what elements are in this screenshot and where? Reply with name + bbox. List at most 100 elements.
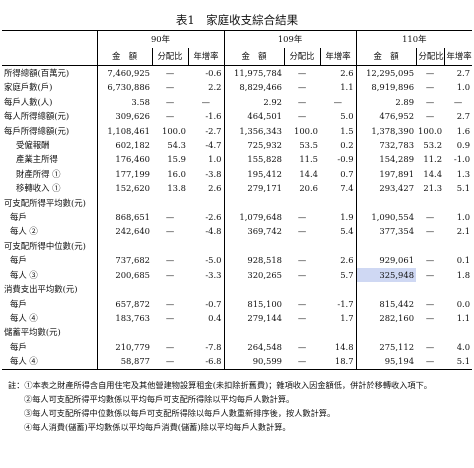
row-label: 每戶人數(人) xyxy=(4,96,53,107)
share-cell: 13.8 xyxy=(167,183,186,194)
share-cell: — xyxy=(425,68,435,78)
table-row: 每戶人數(人) 3.58 — — 2.92 — — 2.89 — — xyxy=(2,94,472,110)
share-cell: — xyxy=(297,68,307,78)
share-cell: 53.5 xyxy=(299,140,318,151)
growth-cell: 1.0 xyxy=(208,154,222,165)
amount-cell xyxy=(355,238,417,254)
growth-cell xyxy=(188,325,224,339)
amount-cell xyxy=(355,325,417,340)
share-cell: 100.0 xyxy=(294,125,318,136)
amount-cell xyxy=(96,195,152,211)
growth-cell xyxy=(320,196,356,210)
amount-header: 金 額 xyxy=(223,48,284,66)
share-cell xyxy=(284,239,320,253)
table-row: 每戶所得總額(元) 1,108,461 100.0 -2.7 1,356,343 100.… xyxy=(2,123,472,139)
amount-cell: 928,518 xyxy=(223,253,284,268)
amount-cell: 377,354 xyxy=(355,224,417,239)
amount-cell: 177,199 xyxy=(96,166,152,182)
share-cell: — xyxy=(297,255,307,266)
growth-cell: — xyxy=(201,96,210,107)
table-row: 消費支出平均數(元) xyxy=(2,282,472,297)
table-row: 產業主所得 176,460 15.9 1.0 155,828 11.5 -0.9 154,28… xyxy=(2,152,472,167)
growth-cell: 2.6 xyxy=(208,183,222,194)
amount-cell xyxy=(223,282,284,297)
share-cell: — xyxy=(165,255,175,266)
share-cell: 20.6 xyxy=(299,183,318,194)
row-label: 每戶 xyxy=(10,341,27,352)
growth-cell: 5.1 xyxy=(444,354,473,370)
amount-cell: 155,828 xyxy=(223,152,284,167)
share-cell: — xyxy=(425,212,435,223)
row-label: 家庭戶數(戶) xyxy=(4,82,53,93)
amount-cell: 183,763 xyxy=(96,310,152,326)
amount-cell: 154,289 xyxy=(355,152,417,167)
header-blank xyxy=(2,30,97,48)
share-cell: 14.4 xyxy=(423,168,443,179)
amount-cell: 264,548 xyxy=(223,339,284,355)
growth-cell: 0.0 xyxy=(456,298,471,309)
amount-cell: 90,599 xyxy=(223,354,284,370)
growth-cell: -7.8 xyxy=(205,341,222,352)
growth-header: 年增率 xyxy=(187,48,224,66)
growth-cell: -0.7 xyxy=(205,298,222,309)
amount-cell: 6,730,886 xyxy=(96,80,152,95)
growth-cell xyxy=(188,239,224,253)
share-cell: — xyxy=(416,354,445,370)
share-cell: — xyxy=(297,96,307,107)
growth-cell: -5.0 xyxy=(205,255,222,266)
share-cell xyxy=(152,282,188,296)
row-label: 財產所得 ① xyxy=(16,168,61,179)
share-cell: — xyxy=(165,111,175,122)
growth-cell: 5.4 xyxy=(340,226,354,237)
growth-cell: 1.1 xyxy=(456,312,471,323)
table-title: 表1 家庭收支綜合結果 xyxy=(175,13,299,27)
share-cell: — xyxy=(284,354,320,370)
amount-header: 金 額 xyxy=(96,48,152,66)
growth-cell: 1.0 xyxy=(456,82,471,93)
table-row: 每戶 737,682 — -5.0 928,518 — 2.6 929,061 — 0.1 xyxy=(2,253,472,268)
notes: 註：①本表之財產所得含自用住宅及其他營建物設算租金(未扣除折舊費)；雜項收入因金… xyxy=(8,378,470,434)
amount-cell: 282,160 xyxy=(355,310,417,326)
amount-cell: 737,682 xyxy=(96,253,152,268)
share-cell: 54.3 xyxy=(167,140,186,151)
growth-cell: -1.0 xyxy=(453,154,471,165)
amount-header: 金 額 xyxy=(355,48,417,66)
amount-cell: 657,872 xyxy=(96,296,152,311)
amount-cell: 279,171 xyxy=(223,181,284,196)
growth-cell: 2.7 xyxy=(456,68,471,78)
growth-cell: 0.9 xyxy=(456,140,471,151)
header-blank xyxy=(2,48,97,66)
amount-cell: 58,877 xyxy=(96,354,152,370)
share-cell xyxy=(152,325,188,339)
column-header-row: 金 額 分配比 年增率 金 額 分配比 年增率 金 額 分配比 年增率 xyxy=(2,48,473,66)
row-label: 受僱報酬 xyxy=(16,140,50,151)
share-cell xyxy=(284,282,320,296)
growth-cell: 1.7 xyxy=(340,312,354,323)
amount-cell: 11,975,784 xyxy=(223,65,284,81)
amount-cell: 725,932 xyxy=(223,138,284,153)
note-line: ④每人消費(儲蓄)平均數係以平均每戶消費(儲蓄)除以平均每戶人數計算。 xyxy=(24,422,291,432)
amount-cell xyxy=(355,282,417,297)
amount-cell: 325,948 xyxy=(355,267,417,283)
amount-cell: 1,108,461 xyxy=(96,123,152,139)
share-cell xyxy=(416,196,444,210)
year-header: 110年 xyxy=(355,30,473,48)
growth-cell: 0.2 xyxy=(340,140,354,151)
share-cell: 100.0 xyxy=(162,125,186,136)
growth-cell xyxy=(444,196,472,210)
share-cell: — xyxy=(297,298,307,309)
share-cell xyxy=(416,282,444,296)
share-cell: — xyxy=(297,226,307,237)
amount-cell: 197,891 xyxy=(355,166,417,182)
growth-cell: 2.1 xyxy=(456,226,471,237)
amount-cell: 95,194 xyxy=(355,354,417,370)
growth-cell: 1.0 xyxy=(456,212,471,223)
share-cell: — xyxy=(425,341,435,352)
growth-cell: 2.7 xyxy=(456,111,471,122)
growth-cell: -3.8 xyxy=(205,168,222,179)
table-row: 每戶 210,779 — -7.8 264,548 — 14.8 275,112 — 4.0 xyxy=(2,339,472,355)
growth-cell: 7.4 xyxy=(340,183,354,194)
amount-cell: 602,182 xyxy=(96,138,152,153)
amount-cell: 279,144 xyxy=(223,310,284,326)
share-cell: 11.2 xyxy=(423,154,443,165)
